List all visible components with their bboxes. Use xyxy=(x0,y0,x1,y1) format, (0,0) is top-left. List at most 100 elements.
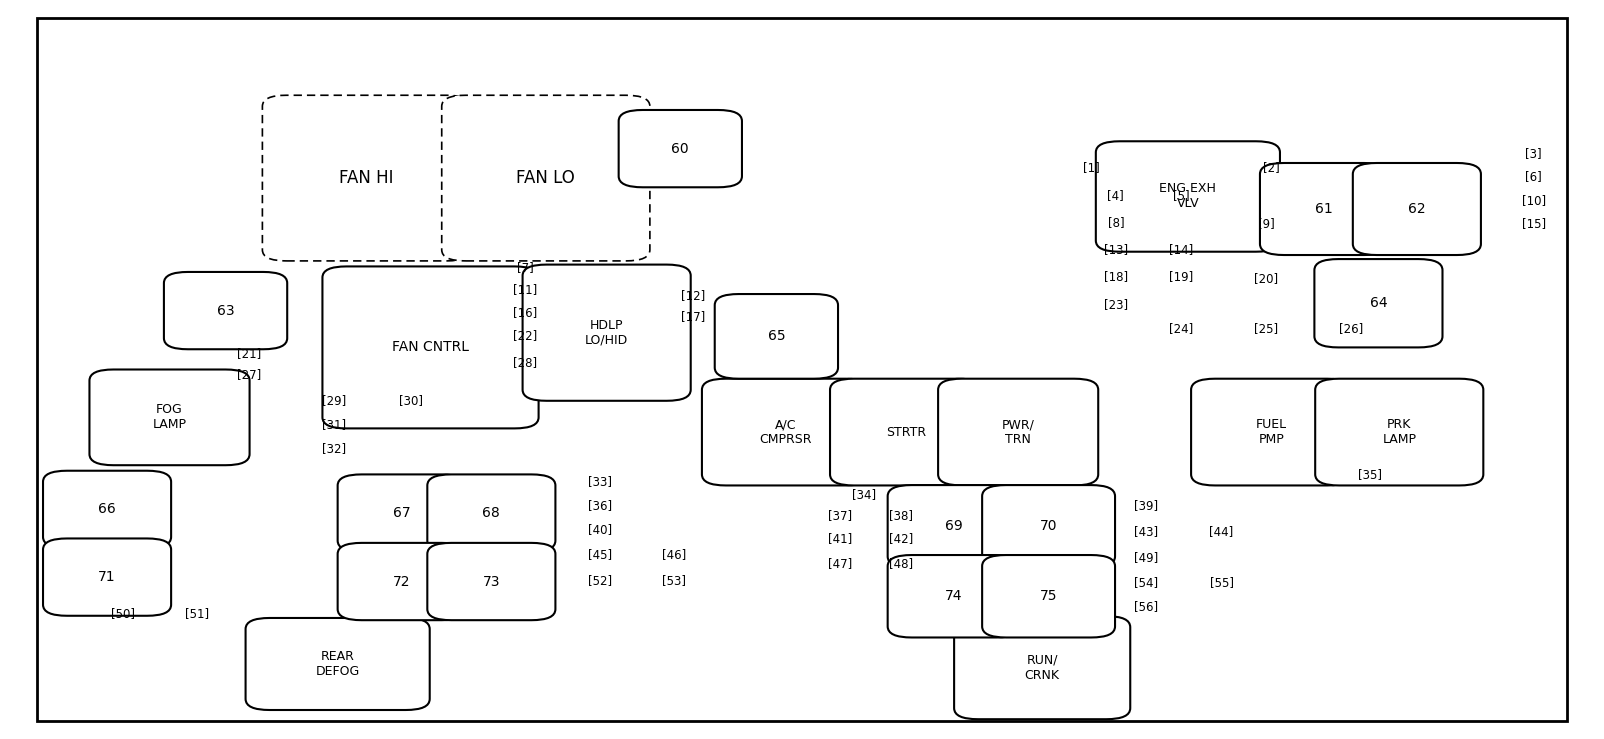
Text: [34]: [34] xyxy=(852,488,876,501)
Text: [20]: [20] xyxy=(1254,272,1278,285)
Text: PWR/
TRN: PWR/ TRN xyxy=(1002,418,1035,446)
Text: [55]: [55] xyxy=(1209,576,1233,590)
Text: 69: 69 xyxy=(945,520,962,534)
Text: [14]: [14] xyxy=(1169,243,1193,256)
Text: RUN/
CRNK: RUN/ CRNK xyxy=(1025,654,1060,681)
Text: [30]: [30] xyxy=(399,394,423,407)
Text: [8]: [8] xyxy=(1107,216,1124,229)
FancyBboxPatch shape xyxy=(263,95,470,261)
Text: [46]: [46] xyxy=(662,548,687,562)
Text: [51]: [51] xyxy=(184,607,209,621)
FancyBboxPatch shape xyxy=(829,378,982,486)
Text: [15]: [15] xyxy=(1522,217,1546,231)
FancyBboxPatch shape xyxy=(1096,141,1280,252)
Text: [11]: [11] xyxy=(513,284,537,296)
Text: [1]: [1] xyxy=(1083,160,1100,174)
Text: 73: 73 xyxy=(483,574,500,588)
FancyBboxPatch shape xyxy=(523,265,691,401)
FancyBboxPatch shape xyxy=(887,555,1020,638)
Text: [21]: [21] xyxy=(237,347,261,360)
Text: [5]: [5] xyxy=(1173,189,1190,202)
Text: [12]: [12] xyxy=(682,290,706,302)
Text: [7]: [7] xyxy=(516,262,534,274)
Text: [23]: [23] xyxy=(1104,299,1128,311)
FancyBboxPatch shape xyxy=(441,95,650,261)
Text: 65: 65 xyxy=(768,330,786,344)
Text: [3]: [3] xyxy=(1525,147,1541,160)
Text: [48]: [48] xyxy=(889,556,913,570)
Text: [45]: [45] xyxy=(589,548,613,562)
Text: [31]: [31] xyxy=(322,418,346,432)
Text: 64: 64 xyxy=(1370,296,1387,310)
Text: 75: 75 xyxy=(1039,589,1057,603)
Text: [9]: [9] xyxy=(1258,217,1275,231)
Text: 66: 66 xyxy=(98,503,115,517)
Text: [54]: [54] xyxy=(1134,576,1158,590)
Text: FOG
LAMP: FOG LAMP xyxy=(152,403,186,432)
Text: [43]: [43] xyxy=(1134,525,1158,538)
Text: [4]: [4] xyxy=(1107,189,1124,202)
Text: 60: 60 xyxy=(672,142,690,156)
Text: 63: 63 xyxy=(217,304,234,318)
FancyBboxPatch shape xyxy=(338,474,465,552)
FancyBboxPatch shape xyxy=(427,474,555,552)
Text: [33]: [33] xyxy=(589,475,613,488)
Text: FAN LO: FAN LO xyxy=(516,169,576,187)
Text: [25]: [25] xyxy=(1254,322,1278,336)
Text: [2]: [2] xyxy=(1262,160,1280,174)
FancyBboxPatch shape xyxy=(703,378,869,486)
Text: [13]: [13] xyxy=(1104,243,1128,256)
Text: 74: 74 xyxy=(945,589,962,603)
FancyBboxPatch shape xyxy=(1352,163,1480,255)
Text: [35]: [35] xyxy=(1359,468,1383,480)
Text: 70: 70 xyxy=(1039,520,1057,534)
Text: STRTR: STRTR xyxy=(885,426,926,438)
Text: HDLP
LO/HID: HDLP LO/HID xyxy=(585,319,629,347)
FancyBboxPatch shape xyxy=(982,485,1115,568)
FancyBboxPatch shape xyxy=(90,370,250,466)
FancyBboxPatch shape xyxy=(164,272,287,350)
Text: [49]: [49] xyxy=(1134,551,1158,564)
Text: [6]: [6] xyxy=(1525,170,1541,183)
Text: A/C
CMPRSR: A/C CMPRSR xyxy=(760,418,812,446)
Text: FAN HI: FAN HI xyxy=(338,169,393,187)
Text: [40]: [40] xyxy=(589,523,613,537)
Text: ENG EXH
VLV: ENG EXH VLV xyxy=(1160,183,1216,211)
FancyBboxPatch shape xyxy=(338,543,465,620)
Text: [28]: [28] xyxy=(513,355,537,369)
Text: 71: 71 xyxy=(98,570,115,584)
FancyBboxPatch shape xyxy=(1315,378,1484,486)
Text: [44]: [44] xyxy=(1209,525,1233,538)
FancyBboxPatch shape xyxy=(938,378,1099,486)
Text: 68: 68 xyxy=(483,506,500,520)
Text: 67: 67 xyxy=(393,506,411,520)
FancyBboxPatch shape xyxy=(43,539,172,616)
Text: [18]: [18] xyxy=(1104,270,1128,283)
Text: [24]: [24] xyxy=(1169,322,1193,336)
FancyBboxPatch shape xyxy=(1192,378,1351,486)
Text: [53]: [53] xyxy=(662,574,687,588)
Text: [27]: [27] xyxy=(237,368,261,381)
FancyBboxPatch shape xyxy=(954,616,1131,719)
FancyBboxPatch shape xyxy=(322,267,539,429)
Text: [42]: [42] xyxy=(889,532,913,545)
Text: [52]: [52] xyxy=(589,574,613,588)
Text: [50]: [50] xyxy=(111,607,135,621)
Text: [47]: [47] xyxy=(828,556,853,570)
FancyBboxPatch shape xyxy=(245,618,430,710)
Text: [36]: [36] xyxy=(589,500,613,512)
Text: [22]: [22] xyxy=(513,329,537,342)
Text: PRK
LAMP: PRK LAMP xyxy=(1383,418,1416,446)
Text: [32]: [32] xyxy=(322,442,346,454)
FancyBboxPatch shape xyxy=(619,110,743,187)
FancyBboxPatch shape xyxy=(982,555,1115,638)
Text: 62: 62 xyxy=(1408,202,1426,216)
Text: [41]: [41] xyxy=(828,532,853,545)
Text: [16]: [16] xyxy=(513,305,537,319)
Text: FAN CNTRL: FAN CNTRL xyxy=(391,341,468,355)
Text: [39]: [39] xyxy=(1134,500,1158,512)
FancyBboxPatch shape xyxy=(427,543,555,620)
Text: [56]: [56] xyxy=(1134,600,1158,613)
Text: [19]: [19] xyxy=(1169,270,1193,283)
Text: 61: 61 xyxy=(1315,202,1333,216)
